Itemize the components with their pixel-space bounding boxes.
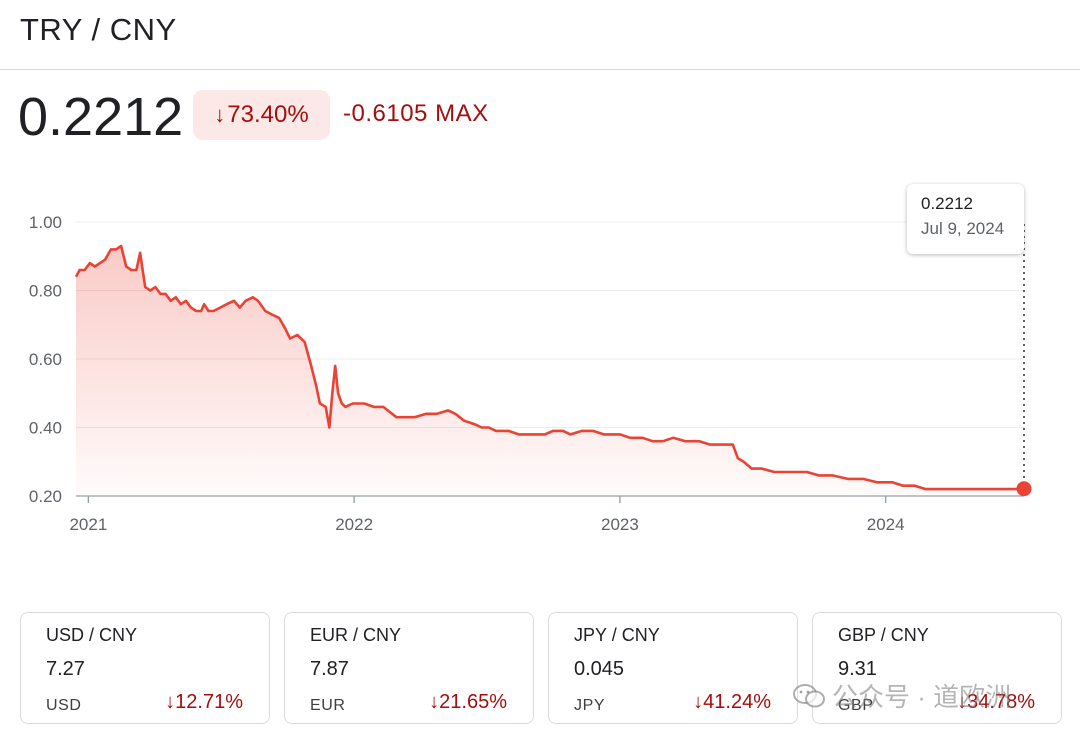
y-tick-label: 0.20 <box>29 487 62 506</box>
change-absolute: -0.6105 MAX <box>343 100 489 128</box>
card-usd-cny[interactable]: USD / CNY 7.27 USD ↓12.71% <box>20 612 270 724</box>
related-pairs: USD / CNY 7.27 USD ↓12.71% EUR / CNY 7.8… <box>20 612 1064 724</box>
card-change: ↓21.65% <box>429 691 507 714</box>
card-eur-cny[interactable]: EUR / CNY 7.87 EUR ↓21.65% <box>284 612 534 724</box>
arrow-down-icon: ↓ <box>429 691 440 713</box>
card-jpy-cny[interactable]: JPY / CNY 0.045 JPY ↓41.24% <box>548 612 798 724</box>
header-divider <box>0 69 1080 70</box>
card-change-value: 34.78% <box>967 691 1035 713</box>
hover-point[interactable] <box>1016 481 1032 497</box>
card-pair: EUR / CNY <box>310 625 402 645</box>
card-change-value: 41.24% <box>703 691 771 713</box>
card-currency: USD <box>46 697 82 714</box>
card-currency: EUR <box>310 697 346 714</box>
y-tick-label: 0.60 <box>29 350 62 369</box>
x-tick-label: 2024 <box>867 515 905 534</box>
card-currency: GBP <box>838 697 874 714</box>
y-tick-label: 1.00 <box>29 213 62 232</box>
card-currency: JPY <box>574 697 606 714</box>
card-change: ↓12.71% <box>165 691 243 714</box>
arrow-down-icon: ↓ <box>957 691 968 713</box>
pair-title: TRY / CNY <box>20 12 177 47</box>
x-tick-label: 2021 <box>69 515 107 534</box>
change-percent-value: 73.40% <box>227 101 309 128</box>
tooltip-date: Jul 9, 2024 <box>921 219 1005 238</box>
card-value: 9.31 <box>838 658 877 680</box>
price-line <box>74 244 1025 491</box>
card-gbp-cny[interactable]: GBP / CNY 9.31 GBP ↓34.78% <box>812 612 1062 724</box>
card-value: 7.87 <box>310 658 349 680</box>
card-pair: USD / CNY <box>46 625 138 645</box>
card-pair: GBP / CNY <box>838 625 929 645</box>
arrow-down-icon: ↓ <box>693 691 704 713</box>
card-change-value: 12.71% <box>175 691 243 713</box>
tooltip: 0.2212 Jul 9, 2024 <box>907 184 1024 254</box>
x-tick-label: 2023 <box>601 515 639 534</box>
price-chart[interactable]: 0.20 0.40 0.60 0.80 1.00 2021 2022 2023 2024 <box>0 170 1080 550</box>
card-change: ↓41.24% <box>693 691 771 714</box>
tooltip-value: 0.2212 <box>921 194 973 213</box>
card-pair: JPY / CNY <box>574 625 660 645</box>
x-tick-label: 2022 <box>335 515 373 534</box>
arrow-down-icon: ↓ <box>165 691 176 713</box>
change-percent-badge: ↓ 73.40% <box>193 90 330 140</box>
card-value: 0.045 <box>574 658 625 680</box>
price-area <box>76 246 1024 496</box>
card-change: ↓34.78% <box>957 691 1035 714</box>
arrow-down-icon: ↓ <box>214 102 226 127</box>
range-label: MAX <box>435 100 489 127</box>
change-absolute-value: -0.6105 <box>343 100 428 127</box>
y-tick-label: 0.40 <box>29 419 62 438</box>
y-tick-label: 0.80 <box>29 282 62 301</box>
current-price: 0.2212 <box>18 87 184 147</box>
card-change-value: 21.65% <box>439 691 507 713</box>
card-value: 7.27 <box>46 658 85 680</box>
